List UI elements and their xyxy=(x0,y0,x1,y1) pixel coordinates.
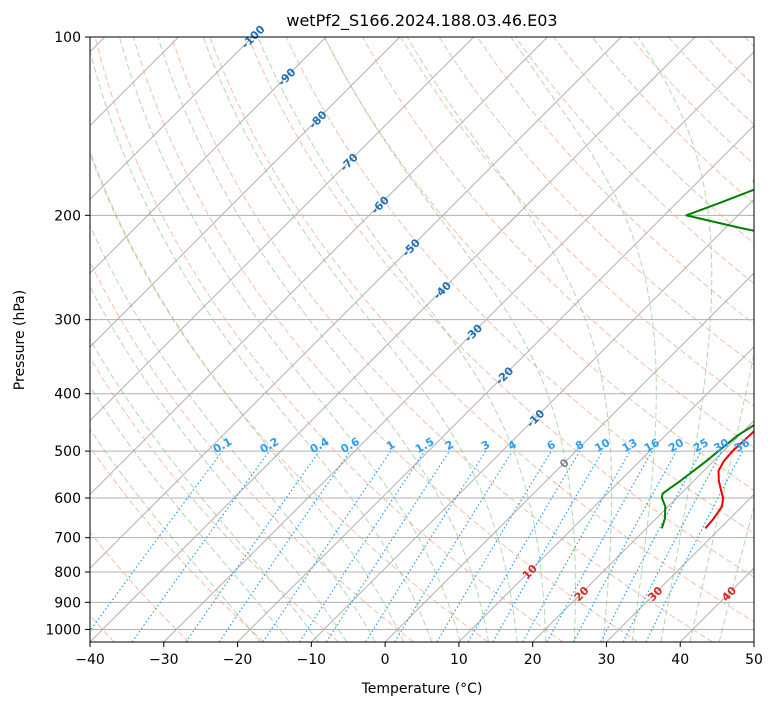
mixing-ratio-line xyxy=(262,450,392,642)
x-tick-label: −10 xyxy=(297,652,327,668)
moist-adiabat xyxy=(157,37,490,642)
x-tick-label: −20 xyxy=(223,652,253,668)
y-tick-label: 700 xyxy=(54,531,81,547)
moist-adiabat xyxy=(637,37,713,642)
dry-adiabat xyxy=(362,37,754,449)
y-tick-label: 600 xyxy=(54,491,81,507)
isotherm-line xyxy=(90,37,401,348)
mixing-ratio-line xyxy=(394,450,513,642)
isotherm-line xyxy=(606,493,754,642)
isotherm-line xyxy=(90,37,253,201)
x-tick-label: 10 xyxy=(450,652,468,668)
x-tick-label: 20 xyxy=(524,652,542,668)
x-tick-label: −40 xyxy=(75,652,105,668)
dewpoint-trace xyxy=(660,178,754,529)
x-tick-label: 30 xyxy=(598,652,616,668)
isotherm-line xyxy=(163,51,754,642)
dry-adiabat xyxy=(90,260,414,642)
y-tick-label: 200 xyxy=(54,208,81,224)
axes: −40 −30 −20 −10 0 10 20 30 40 50 100 200 300 400 500 60… xyxy=(45,30,763,668)
dry-adiabat xyxy=(132,37,639,642)
moist-adiabat xyxy=(510,37,657,642)
isotherm-line xyxy=(237,124,754,642)
isotherm-line xyxy=(90,37,622,569)
moist-adiabat xyxy=(689,351,754,642)
mixing-ratio-line xyxy=(325,450,450,642)
isotherm-line xyxy=(90,37,327,274)
dry-adiabat xyxy=(209,37,754,623)
moist-adiabat xyxy=(119,37,461,642)
isotherm-line xyxy=(384,272,754,642)
isotherm-line xyxy=(458,346,754,642)
moist-adiabat xyxy=(90,224,376,642)
mixing-ratio-line xyxy=(218,450,351,642)
x-axis-title: Temperature (°C) xyxy=(361,681,483,697)
isotherm-line xyxy=(90,37,696,642)
x-tick-label: 0 xyxy=(381,652,390,668)
moist-adiabat xyxy=(323,37,576,642)
dry-adiabat xyxy=(247,37,754,578)
y-tick-label: 300 xyxy=(54,313,81,329)
y-tick-label: 900 xyxy=(54,595,81,611)
y-tick-label: 400 xyxy=(54,387,81,403)
y-axis-title: Pressure (hPa) xyxy=(12,290,28,390)
mixing-ratio-line xyxy=(299,450,426,642)
moist-adiabat xyxy=(90,285,348,642)
plot-area xyxy=(90,37,754,642)
mixing-ratio-line xyxy=(546,450,653,642)
y-tick-label: 800 xyxy=(54,565,81,581)
dry-adiabat xyxy=(285,37,754,534)
moist-adiabat xyxy=(90,48,433,642)
mixing-ratio-line xyxy=(573,450,677,642)
moist-adiabat xyxy=(202,37,518,642)
temperature-trace xyxy=(704,429,754,529)
moist-adiabat xyxy=(90,428,261,642)
mixing-ratio-line xyxy=(131,450,270,642)
dry-adiabat xyxy=(515,37,754,285)
dry-adiabat xyxy=(90,152,489,642)
plot-frame xyxy=(89,36,755,643)
dry-adiabat xyxy=(94,37,564,642)
isotherm-line xyxy=(90,37,475,422)
mixing-ratio-line xyxy=(90,450,223,632)
x-tick-label: 50 xyxy=(745,652,763,668)
y-tick-label: 100 xyxy=(54,30,81,46)
mixing-ratio-line xyxy=(522,450,631,642)
chart-title: wetPf2_S166.2024.188.03.46.E03 xyxy=(286,11,557,31)
dry-adiabat xyxy=(90,356,339,642)
dry-adiabat xyxy=(400,37,754,407)
moist-adiabat xyxy=(90,385,290,642)
moist-adiabat xyxy=(90,338,319,642)
isotherm-line xyxy=(532,419,754,642)
dry-adiabat xyxy=(476,37,754,325)
dry-adiabat xyxy=(171,37,713,642)
y-tick-label: 1000 xyxy=(45,622,81,638)
dry-adiabat xyxy=(90,531,190,642)
dry-adiabat xyxy=(90,446,265,642)
isotherm-line xyxy=(90,37,548,496)
x-tick-label: −30 xyxy=(149,652,179,668)
x-tick-label: 40 xyxy=(671,652,689,668)
moist-adiabat xyxy=(90,149,404,642)
mixing-ratio-line xyxy=(185,450,320,642)
y-tick-label: 500 xyxy=(54,444,81,460)
mixing-ratio-line xyxy=(645,450,744,642)
moist-adiabat xyxy=(406,37,613,642)
moist-adiabat xyxy=(257,37,547,642)
